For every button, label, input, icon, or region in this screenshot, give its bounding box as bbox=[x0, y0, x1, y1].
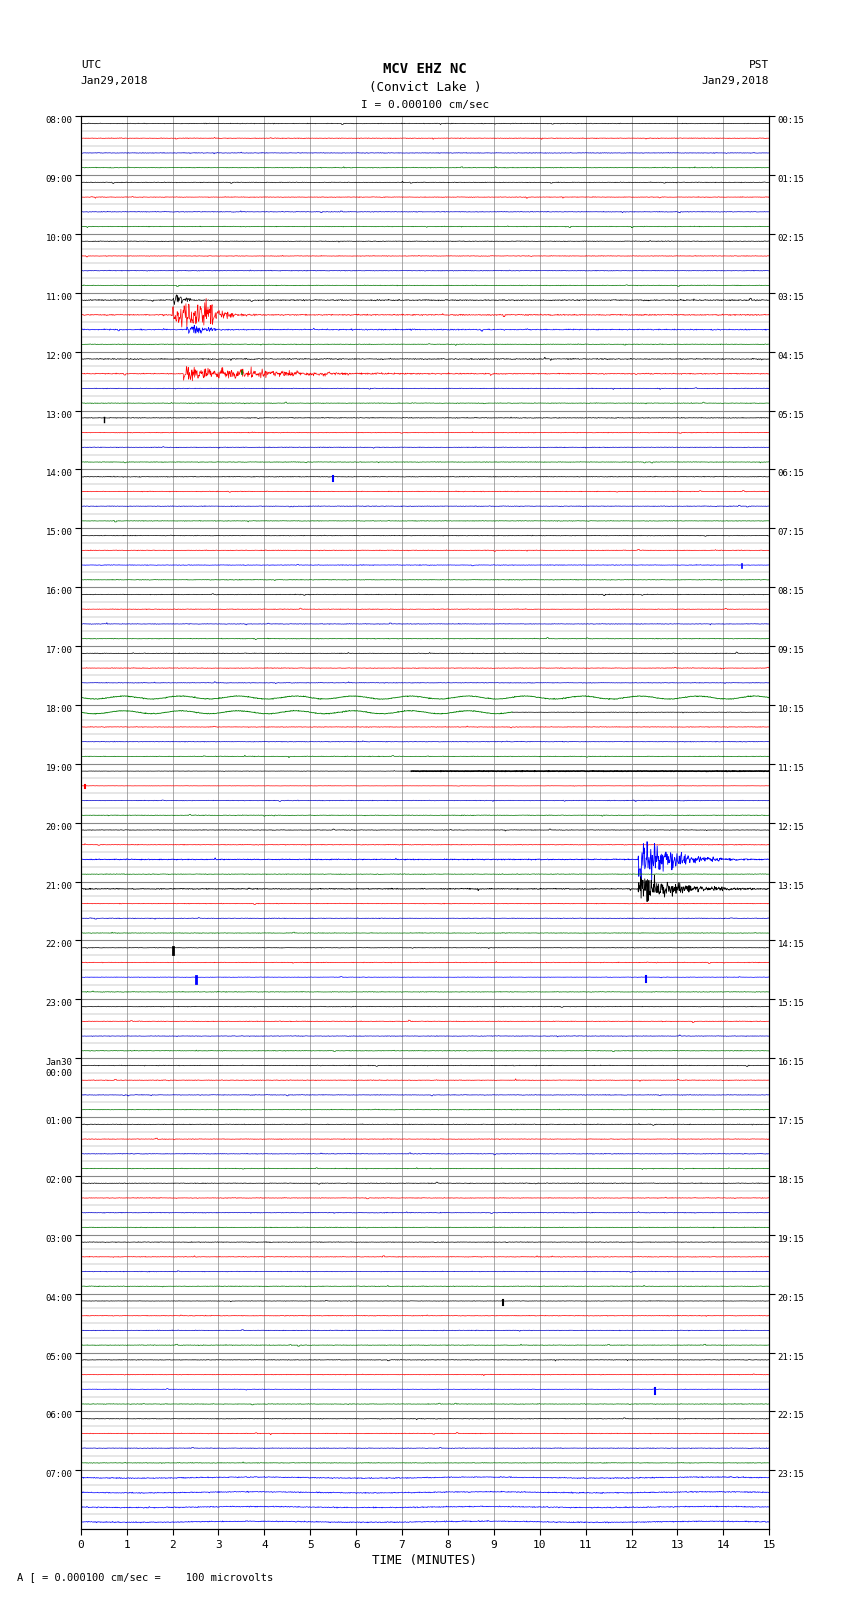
Text: (Convict Lake ): (Convict Lake ) bbox=[369, 81, 481, 94]
Text: MCV EHZ NC: MCV EHZ NC bbox=[383, 63, 467, 76]
X-axis label: TIME (MINUTES): TIME (MINUTES) bbox=[372, 1553, 478, 1566]
Text: Jan29,2018: Jan29,2018 bbox=[81, 76, 148, 85]
Text: PST: PST bbox=[749, 60, 769, 69]
Text: Jan29,2018: Jan29,2018 bbox=[702, 76, 769, 85]
Text: I = 0.000100 cm/sec: I = 0.000100 cm/sec bbox=[361, 100, 489, 110]
Text: A [ = 0.000100 cm/sec =    100 microvolts: A [ = 0.000100 cm/sec = 100 microvolts bbox=[17, 1573, 273, 1582]
Text: UTC: UTC bbox=[81, 60, 101, 69]
